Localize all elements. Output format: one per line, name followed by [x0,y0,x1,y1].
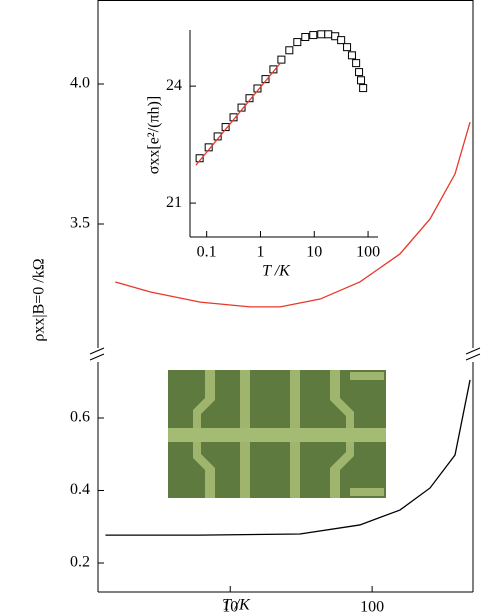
x-tick-label: 100 [356,244,380,261]
y-tick-label: 24 [166,77,182,94]
x-tick-label: 100 [360,599,384,616]
data-point [347,51,356,60]
data-point [221,123,230,132]
inset-y-label: σxx[e²/(πh)] [146,96,163,174]
y-tick-label: 0.2 [70,554,90,571]
data-point [343,43,352,52]
data-point [204,143,213,152]
data-point [293,38,302,47]
y-tick-label: 4.0 [70,75,90,92]
y-tick-label: 21 [166,194,182,211]
data-line [115,121,471,308]
micrograph [168,370,386,498]
x-tick-label: 10 [222,599,238,616]
x-tick-label: 0.1 [197,244,217,261]
y-tick-label: 0.6 [70,409,90,426]
data-point [357,76,366,85]
data-point [301,33,310,42]
y-tick-label: 3.5 [70,215,90,232]
y-axis-label: ρxx|B=0 /kΩ [31,258,48,341]
data-point [324,30,333,39]
x-tick-label: 10 [306,244,322,261]
x-axis-label: T /K [222,597,251,614]
x-tick-label: 1 [256,244,264,261]
data-point [352,59,361,68]
data-point [309,31,318,40]
data-point [245,94,254,103]
frame [89,0,481,593]
inset-x-label: T /K [262,263,291,280]
data-point [355,68,364,77]
data-point [253,84,262,93]
data-point [277,55,286,64]
data-point [237,103,246,112]
data-line [195,62,281,166]
data-point [337,36,346,45]
data-point [229,113,238,122]
data-point [317,30,326,39]
data-line [105,379,471,536]
data-point [269,65,278,74]
data-point [359,84,368,93]
data-point [195,154,204,163]
data-point [261,75,270,84]
data-point [285,46,294,55]
y-tick-label: 0.4 [70,481,90,498]
